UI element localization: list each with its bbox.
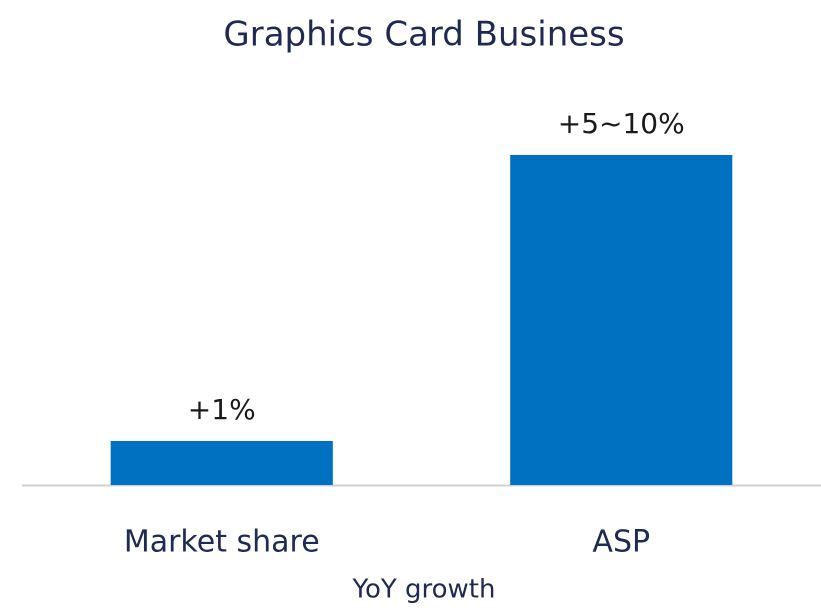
x-axis-label: YoY growth (352, 575, 496, 605)
bar (510, 155, 733, 485)
x-tick-label: Market share (124, 525, 320, 560)
data-label: +5~10% (558, 107, 685, 140)
x-tick-label: ASP (592, 525, 650, 560)
bar (110, 441, 333, 485)
chart-title: Graphics Card Business (223, 15, 624, 55)
data-label: +1% (188, 393, 256, 426)
